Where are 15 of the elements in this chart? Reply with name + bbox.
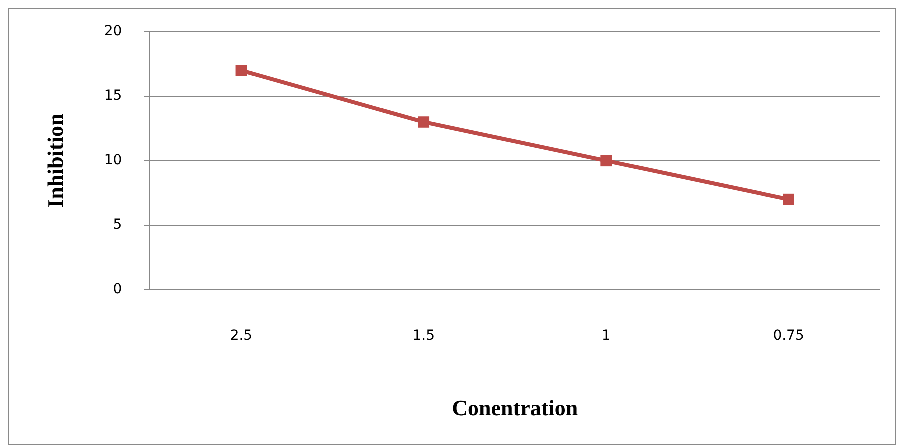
x-tick-label: 2.5 (230, 328, 253, 344)
point (236, 65, 248, 76)
x-tick-label: 0.75 (773, 328, 804, 344)
y-tick-label: 10 (104, 152, 122, 169)
y-tick-label: 15 (104, 88, 122, 104)
point (600, 155, 612, 167)
x-tick-label: 1.5 (412, 328, 436, 344)
y-tick-label: 0 (113, 281, 122, 298)
point (783, 194, 794, 206)
y-tick-label: 20 (104, 24, 122, 40)
y-tick-label: 5 (113, 216, 122, 233)
x-tick-label: 1 (602, 328, 611, 344)
x-axis-title: Conentration (452, 395, 578, 420)
y-axis-title: Inhibition (42, 114, 68, 208)
point (418, 116, 430, 128)
